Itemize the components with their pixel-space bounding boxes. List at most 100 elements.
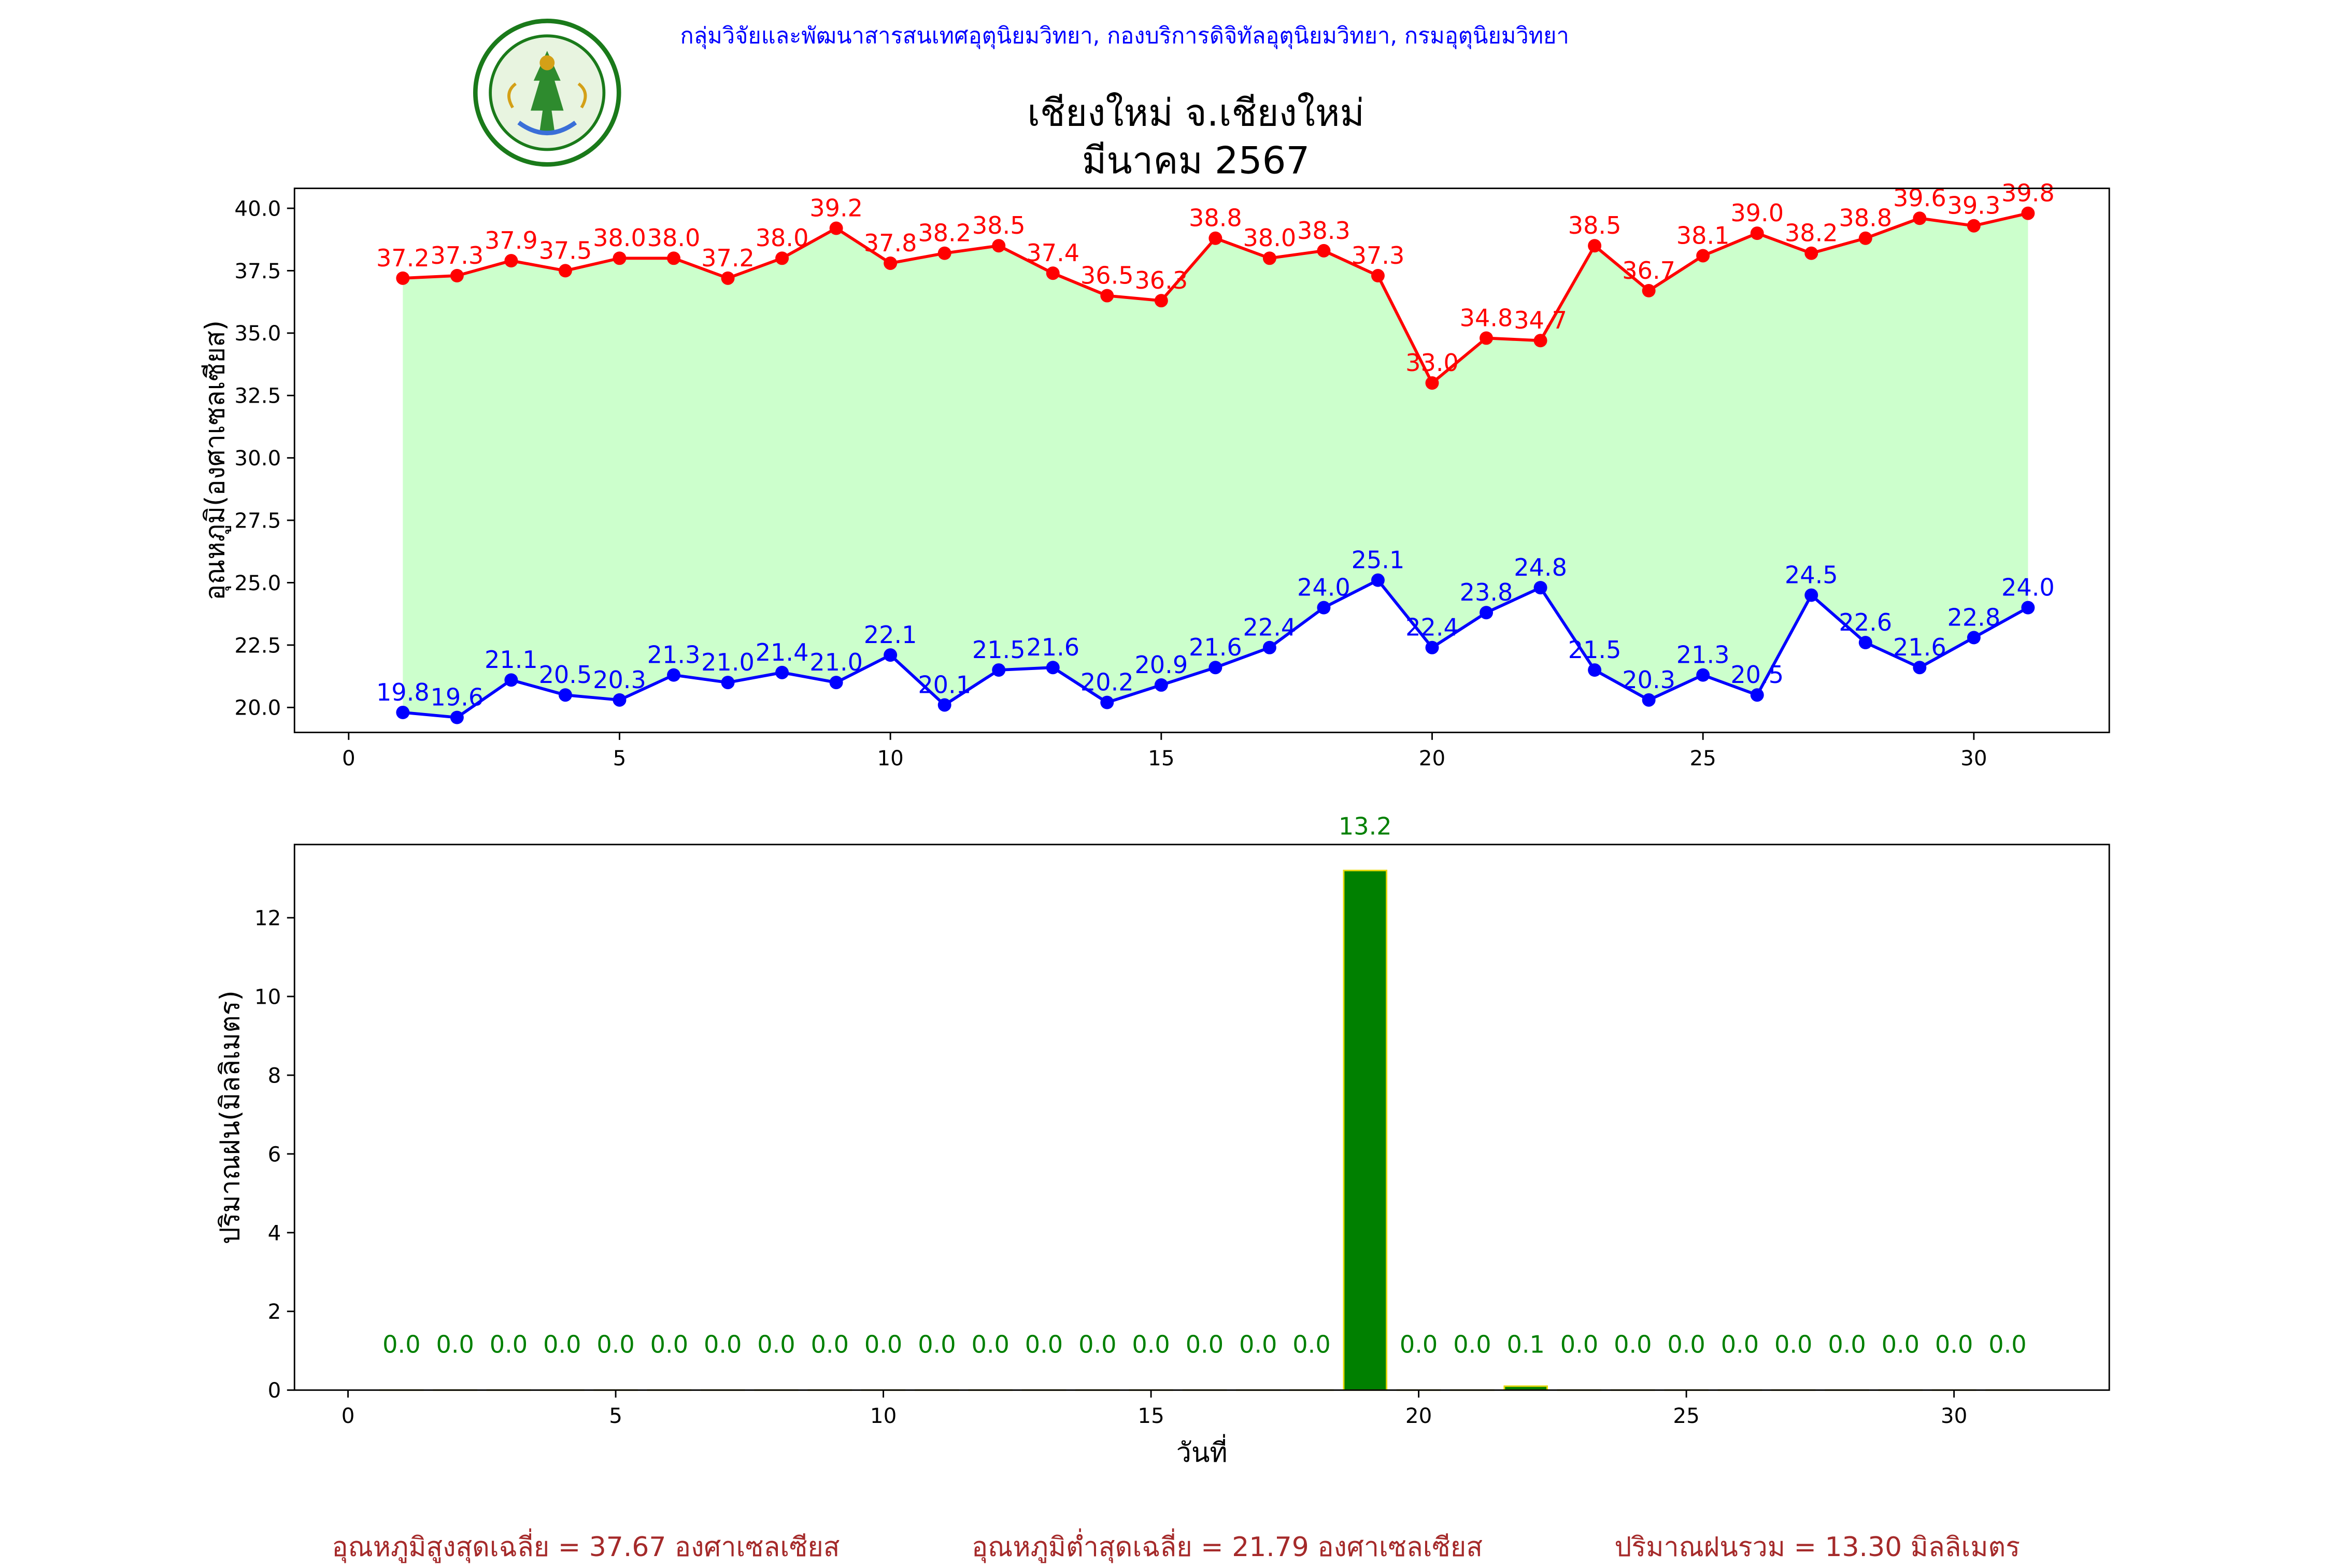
max-temp-label: 36.7 [1622, 256, 1675, 284]
max-temp-label: 37.4 [1026, 239, 1079, 267]
min-temp-point [1804, 589, 1818, 602]
rain-x-tick-label: 15 [1137, 1404, 1164, 1428]
temp-y-tick-label: 37.5 [234, 259, 281, 283]
rain-value-label: 0.0 [596, 1331, 634, 1359]
min-temp-label: 21.5 [1568, 636, 1622, 664]
min-temp-point [1317, 601, 1330, 615]
min-temp-point [396, 706, 409, 719]
min-temp-label: 24.5 [1785, 561, 1838, 589]
min-temp-label: 24.8 [1514, 553, 1567, 581]
min-temp-point [721, 676, 735, 689]
max-temp-point [1100, 289, 1114, 303]
min-temp-label: 21.5 [972, 636, 1026, 664]
rain-y-tick-label: 4 [268, 1221, 281, 1245]
max-temp-point [1480, 331, 1493, 345]
max-temp-point [1751, 226, 1764, 240]
min-temp-label: 24.0 [2001, 574, 2055, 602]
rain-x-axis-label: วันที่ [1176, 1434, 1228, 1469]
temp-y-tick-label: 32.5 [234, 384, 281, 408]
rain-value-label: 0.0 [1882, 1331, 1919, 1359]
rain-value-label: 0.0 [543, 1331, 581, 1359]
max-temp-point [559, 264, 572, 277]
rain-value-label: 0.0 [1774, 1331, 1812, 1359]
min-temp-point [1534, 581, 1547, 594]
rain-value-label: 0.0 [382, 1331, 420, 1359]
max-temp-point [1696, 249, 1710, 263]
min-temp-label: 20.9 [1134, 651, 1188, 679]
min-temp-point [1696, 668, 1710, 682]
max-temp-label: 38.8 [1189, 204, 1242, 232]
max-temp-point [830, 222, 843, 235]
temp-x-tick-label: 25 [1689, 746, 1716, 771]
rain-value-label: 0.0 [1132, 1331, 1170, 1359]
rain-value-label: 0.0 [757, 1331, 795, 1359]
max-temp-label: 38.0 [756, 224, 809, 252]
rain-value-label: 0.0 [1078, 1331, 1116, 1359]
rain-x-tick-label: 20 [1405, 1404, 1432, 1428]
min-temp-point [613, 693, 626, 707]
max-temp-point [1642, 284, 1656, 297]
min-temp-label: 24.0 [1297, 574, 1350, 602]
min-temp-label: 20.2 [1080, 668, 1134, 696]
min-temp-point [667, 668, 680, 682]
max-temp-label: 34.7 [1514, 306, 1567, 334]
min-temp-point [1642, 693, 1656, 707]
max-temp-label: 39.0 [1730, 199, 1784, 227]
max-temp-point [938, 247, 951, 260]
min-temp-point [504, 673, 518, 687]
max-temp-point [504, 254, 518, 267]
max-temp-point [775, 251, 789, 265]
max-temp-label: 37.8 [864, 229, 917, 257]
min-temp-label: 21.6 [1893, 633, 1946, 661]
rain-value-label: 0.0 [1239, 1331, 1277, 1359]
rain-plot-frame [294, 845, 2109, 1390]
min-temp-label: 25.1 [1352, 546, 1405, 574]
max-temp-point [1155, 294, 1168, 307]
rain-value-label: 0.1 [1507, 1331, 1545, 1359]
max-temp-point [2021, 207, 2035, 220]
min-temp-point [775, 666, 789, 679]
avg-min-summary: อุณหภูมิต่ำสุดเฉลี่ย = 21.79 องศาเซลเซีย… [972, 1524, 1483, 1568]
rain-y-tick-label: 10 [254, 985, 281, 1009]
max-temp-label: 38.2 [918, 219, 971, 247]
max-temp-label: 36.3 [1134, 266, 1188, 294]
rain-value-label: 0.0 [1025, 1331, 1063, 1359]
temp-x-tick-label: 30 [1960, 746, 1987, 771]
rain-y-tick-label: 8 [268, 1063, 281, 1088]
min-temp-point [1100, 696, 1114, 709]
rain-y-tick-label: 12 [254, 906, 281, 931]
min-temp-label: 21.0 [701, 648, 755, 676]
max-temp-point [667, 251, 680, 265]
max-temp-label: 38.8 [1839, 204, 1892, 232]
min-temp-label: 20.5 [1730, 661, 1784, 689]
rain-bar [1344, 871, 1387, 1390]
temp-x-tick-label: 5 [613, 746, 627, 771]
temp-y-tick-label: 20.0 [234, 696, 281, 720]
rain-x-tick-label: 0 [342, 1404, 355, 1428]
rain-value-label: 0.0 [1560, 1331, 1598, 1359]
max-temp-label: 39.2 [809, 194, 863, 222]
max-temp-point [1913, 211, 1926, 225]
temp-x-tick-label: 20 [1419, 746, 1445, 771]
max-temp-label: 37.2 [701, 244, 755, 272]
min-temp-label: 22.6 [1839, 608, 1892, 636]
max-temp-label: 37.9 [485, 226, 538, 254]
min-temp-label: 21.1 [485, 646, 538, 674]
max-temp-label: 33.0 [1405, 349, 1459, 377]
max-temp-label: 38.2 [1785, 219, 1838, 247]
min-temp-label: 19.6 [430, 683, 484, 711]
min-temp-point [1263, 641, 1276, 654]
rain-value-label: 0.0 [1828, 1331, 1866, 1359]
max-temp-point [1588, 239, 1601, 252]
min-temp-label: 21.0 [809, 648, 863, 676]
rain-value-label: 0.0 [1721, 1331, 1759, 1359]
avg-max-summary: อุณหภูมิสูงสุดเฉลี่ย = 37.67 องศาเซลเซีย… [332, 1524, 840, 1568]
max-temp-point [450, 269, 464, 282]
rain-value-label: 0.0 [1667, 1331, 1705, 1359]
max-temp-label: 37.5 [539, 236, 592, 264]
rain-value-label: 0.0 [650, 1331, 688, 1359]
min-temp-point [1371, 574, 1385, 587]
rain-x-tick-label: 5 [609, 1404, 622, 1428]
temp-y-tick-label: 22.5 [234, 633, 281, 658]
rain-value-label: 0.0 [436, 1331, 474, 1359]
